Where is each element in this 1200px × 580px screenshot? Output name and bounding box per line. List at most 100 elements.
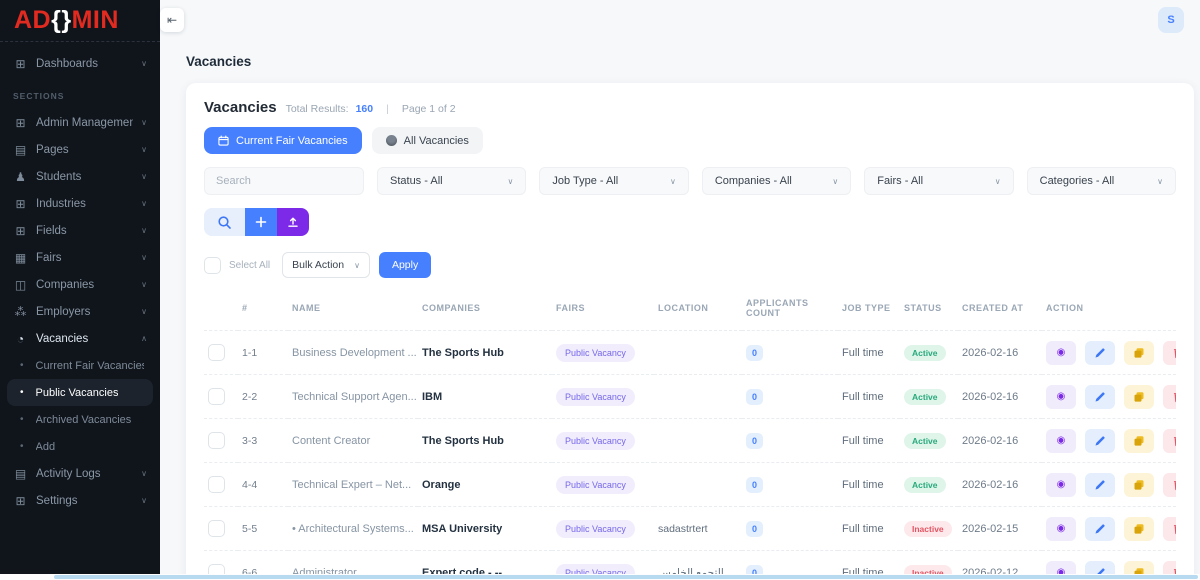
copy-icon bbox=[1134, 391, 1144, 402]
status-badge: Active bbox=[904, 432, 946, 449]
sidebar-item[interactable]: ▤ • Activity Logs ∨ bbox=[0, 460, 160, 487]
total-results-label: Total Results: bbox=[285, 103, 349, 115]
sidebar-item-icon: ▤ bbox=[14, 142, 27, 157]
eye-icon: ◉ bbox=[1056, 391, 1066, 402]
sidebar-item[interactable]: ⊞ • Fields ∨ bbox=[0, 217, 160, 244]
search-button[interactable] bbox=[204, 208, 245, 236]
delete-button[interactable] bbox=[1163, 340, 1176, 365]
column-header: NAME bbox=[292, 303, 321, 313]
column-header: CREATED AT bbox=[962, 303, 1024, 313]
chevron-icon: ∨ bbox=[141, 307, 147, 316]
fair-badge: Public Vacancy bbox=[556, 387, 635, 406]
row-checkbox[interactable] bbox=[208, 432, 225, 449]
tab-all-vacancies[interactable]: All Vacancies bbox=[371, 127, 483, 154]
view-button[interactable]: ◉ bbox=[1046, 472, 1076, 497]
sidebar-item[interactable]: ◔ • Vacancies ∧ bbox=[0, 325, 160, 352]
created-at: 2026-02-16 bbox=[958, 418, 1042, 463]
sidebar-item[interactable]: ♟ • Students ∨ bbox=[0, 163, 160, 190]
select-all-checkbox[interactable] bbox=[204, 256, 221, 274]
chevron-icon: ∨ bbox=[141, 496, 147, 505]
edit-button[interactable] bbox=[1085, 472, 1116, 497]
sidebar-item[interactable]: ⊞ • Dashboards ∨ bbox=[0, 50, 160, 77]
view-button[interactable]: ◉ bbox=[1046, 428, 1076, 453]
chevron-icon: ∨ bbox=[141, 59, 147, 68]
view-button[interactable]: ◉ bbox=[1046, 340, 1076, 365]
column-header: FAIRS bbox=[556, 303, 586, 313]
view-button[interactable]: ◉ bbox=[1046, 516, 1076, 541]
copy-button[interactable] bbox=[1124, 516, 1155, 541]
applicants-count-badge: 0 bbox=[746, 520, 764, 537]
bulk-action-select[interactable]: Bulk Action ∨ bbox=[282, 252, 370, 278]
search-icon bbox=[218, 215, 231, 229]
horizontal-scrollbar-thumb[interactable] bbox=[54, 575, 1198, 579]
sidebar-item[interactable]: • Current Fair Vacancies bbox=[7, 352, 153, 379]
search-input[interactable] bbox=[204, 167, 364, 195]
sidebar-item-icon: ⊞ bbox=[15, 115, 26, 130]
sidebar-item-label: Pages bbox=[36, 143, 69, 156]
app-logo[interactable]: AD{}MIN bbox=[14, 6, 119, 34]
column-header: STATUS bbox=[904, 303, 942, 313]
row-checkbox[interactable] bbox=[208, 520, 225, 537]
delete-button[interactable] bbox=[1163, 428, 1176, 453]
table-row: 4-4 Technical Expert – Net... Orange Pub… bbox=[204, 462, 1176, 507]
copy-button[interactable] bbox=[1124, 384, 1155, 409]
apply-button[interactable]: Apply bbox=[378, 252, 432, 278]
topbar: ⇤ S bbox=[160, 0, 1200, 40]
sidebar-item-icon: ⊞ bbox=[15, 223, 26, 238]
toolbar bbox=[204, 208, 1176, 236]
sidebar-item-icon: ◔ bbox=[16, 331, 25, 346]
edit-button[interactable] bbox=[1085, 516, 1116, 541]
job-type: Full time bbox=[838, 418, 900, 463]
job-type: Full time bbox=[838, 374, 900, 419]
sidebar-item[interactable]: • Public Vacancies bbox=[7, 379, 153, 406]
company-name: The Sports Hub bbox=[418, 418, 552, 463]
row-checkbox[interactable] bbox=[208, 388, 225, 405]
job-type: Full time bbox=[838, 330, 900, 375]
sidebar-item[interactable]: ▦ • Fairs ∨ bbox=[0, 244, 160, 271]
view-button[interactable]: ◉ bbox=[1046, 384, 1076, 409]
sidebar-item[interactable]: ⊞ • Admin Management ∨ bbox=[0, 109, 160, 136]
filter-select[interactable]: Job Type - All ∨ bbox=[539, 167, 689, 195]
column-header: COMPANIES bbox=[422, 303, 481, 313]
row-checkbox[interactable] bbox=[208, 476, 225, 493]
vacancy-name: • Architectural Systems... bbox=[288, 506, 418, 551]
sidebar-item[interactable]: • Add bbox=[7, 433, 153, 460]
edit-button[interactable] bbox=[1085, 384, 1116, 409]
plus-icon bbox=[255, 216, 267, 228]
edit-button[interactable] bbox=[1085, 340, 1116, 365]
checkbox-column-header bbox=[204, 290, 238, 331]
copy-button[interactable] bbox=[1124, 428, 1155, 453]
edit-button[interactable] bbox=[1085, 428, 1116, 453]
sidebar-item[interactable]: ◫ • Companies ∨ bbox=[0, 271, 160, 298]
trash-icon bbox=[1174, 480, 1176, 490]
row-number: 3-3 bbox=[238, 418, 288, 463]
row-checkbox[interactable] bbox=[208, 344, 225, 361]
collapse-sidebar-icon: ⇤ bbox=[166, 13, 178, 27]
upload-button[interactable] bbox=[277, 208, 309, 236]
filter-select[interactable]: Categories - All ∨ bbox=[1026, 167, 1177, 195]
sidebar-item-icon: ⁂ bbox=[14, 304, 27, 319]
filter-select-label: Categories - All bbox=[1039, 175, 1115, 187]
page-title: Vacancies bbox=[186, 54, 252, 69]
tab-current-fair-vacancies[interactable]: Current Fair Vacancies bbox=[204, 127, 362, 154]
sidebar-item[interactable]: ▤ • Pages ∨ bbox=[0, 136, 160, 163]
sidebar-item-label: Employers bbox=[36, 305, 91, 318]
delete-button[interactable] bbox=[1163, 516, 1176, 541]
sidebar-item[interactable]: ⁂ • Employers ∨ bbox=[0, 298, 160, 325]
filter-select[interactable]: Companies - All ∨ bbox=[701, 167, 852, 195]
copy-button[interactable] bbox=[1124, 472, 1155, 497]
sidebar-item[interactable]: • Archived Vacancies bbox=[7, 406, 153, 433]
sidebar-item[interactable]: ⊞ • Industries ∨ bbox=[0, 190, 160, 217]
sidebar-item[interactable]: ⊞ • Settings ∨ bbox=[0, 487, 160, 514]
fair-badge: Public Vacancy bbox=[556, 431, 635, 450]
filter-select[interactable]: Status - All ∨ bbox=[377, 167, 527, 195]
user-avatar[interactable]: S bbox=[1158, 7, 1184, 33]
copy-button[interactable] bbox=[1124, 340, 1155, 365]
delete-button[interactable] bbox=[1163, 384, 1176, 409]
delete-button[interactable] bbox=[1163, 472, 1176, 497]
filter-select[interactable]: Fairs - All ∨ bbox=[864, 167, 1014, 195]
add-button[interactable] bbox=[245, 208, 277, 236]
sections-label: SECTIONS bbox=[13, 91, 65, 101]
created-at: 2026-02-16 bbox=[958, 374, 1042, 419]
sidebar-collapse-button[interactable]: ⇤ bbox=[160, 8, 184, 32]
